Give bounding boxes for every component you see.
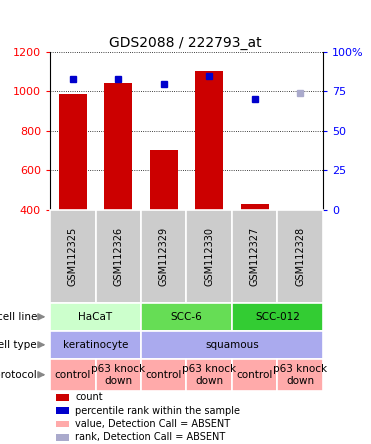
Text: protocol: protocol (0, 370, 37, 380)
Bar (150, 151, 178, 210)
Text: keratinocyte: keratinocyte (63, 340, 128, 350)
Bar (278, 210, 323, 303)
Bar (50, 331, 141, 359)
Bar (141, 210, 186, 303)
Text: cell type: cell type (0, 340, 37, 350)
Text: SCC-6: SCC-6 (171, 312, 202, 322)
Bar (104, 83, 132, 210)
Text: p63 knock
down: p63 knock down (91, 364, 145, 385)
Text: GSM112330: GSM112330 (204, 227, 214, 285)
Bar (50, 210, 96, 303)
Text: GSM112328: GSM112328 (295, 226, 305, 286)
Bar (141, 331, 323, 359)
Bar (232, 210, 278, 303)
Text: GDS2088 / 222793_at: GDS2088 / 222793_at (109, 36, 262, 50)
Bar (96, 359, 141, 391)
Text: value, Detection Call = ABSENT: value, Detection Call = ABSENT (76, 419, 231, 429)
Bar (56, 434, 69, 440)
Bar (141, 303, 232, 331)
Bar (96, 210, 141, 303)
Text: GSM112329: GSM112329 (159, 226, 169, 286)
Bar (56, 394, 69, 400)
Text: GSM112327: GSM112327 (250, 226, 260, 286)
Text: control: control (145, 370, 182, 380)
Text: control: control (236, 370, 273, 380)
Bar (50, 359, 96, 391)
Text: SCC-012: SCC-012 (255, 312, 300, 322)
Bar (141, 359, 186, 391)
Text: rank, Detection Call = ABSENT: rank, Detection Call = ABSENT (76, 432, 226, 442)
Bar (232, 303, 323, 331)
Text: HaCaT: HaCaT (79, 312, 112, 322)
Bar (187, 359, 232, 391)
Bar (195, 71, 223, 210)
Text: cell line: cell line (0, 312, 37, 322)
Bar (50, 303, 141, 331)
Text: count: count (76, 392, 103, 402)
Text: GSM112326: GSM112326 (113, 226, 123, 286)
Bar (232, 359, 278, 391)
Text: p63 knock
down: p63 knock down (182, 364, 236, 385)
Text: p63 knock
down: p63 knock down (273, 364, 327, 385)
Bar (59, 94, 87, 210)
Text: percentile rank within the sample: percentile rank within the sample (76, 406, 240, 416)
Bar (56, 421, 69, 427)
Text: GSM112325: GSM112325 (68, 226, 78, 286)
Bar (187, 210, 232, 303)
Text: control: control (55, 370, 91, 380)
Bar (278, 359, 323, 391)
Bar (240, 204, 269, 210)
Bar (56, 408, 69, 414)
Text: squamous: squamous (205, 340, 259, 350)
